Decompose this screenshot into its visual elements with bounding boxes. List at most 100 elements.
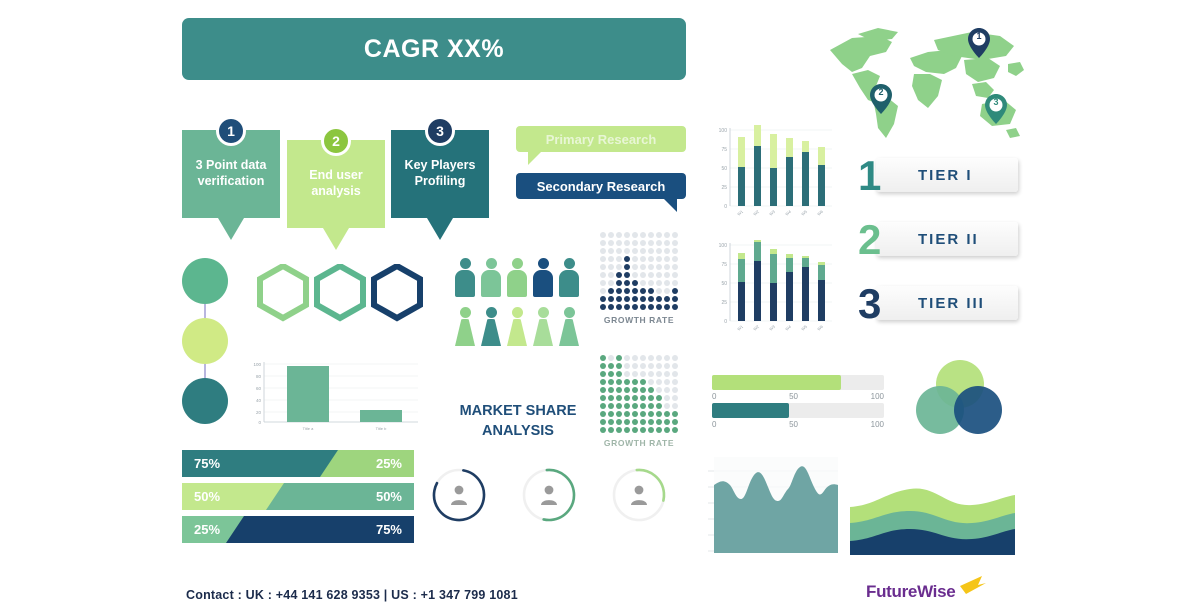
matrix-dot bbox=[656, 355, 662, 361]
svg-text:0: 0 bbox=[724, 204, 727, 210]
matrix-dot bbox=[648, 379, 654, 385]
matrix-dot bbox=[608, 272, 614, 278]
matrix-dot bbox=[616, 419, 622, 425]
svg-text:0: 0 bbox=[258, 420, 261, 425]
matrix-dot bbox=[608, 411, 614, 417]
matrix-dot bbox=[648, 240, 654, 246]
gauge-2 bbox=[520, 466, 578, 529]
matrix-dot bbox=[616, 248, 622, 254]
matrix-dot bbox=[616, 403, 622, 409]
matrix-dot bbox=[624, 288, 630, 294]
matrix-dot bbox=[616, 411, 622, 417]
tier-row-2[interactable]: TIER II 2 bbox=[858, 219, 1018, 262]
matrix-dot bbox=[600, 427, 606, 433]
matrix-dot bbox=[664, 355, 670, 361]
matrix-dot bbox=[656, 363, 662, 369]
map-pin-3[interactable]: 3 bbox=[985, 94, 1007, 129]
matrix-dot bbox=[632, 272, 638, 278]
matrix-dot bbox=[656, 288, 662, 294]
matrix-dot bbox=[672, 264, 678, 270]
matrix-dot bbox=[632, 304, 638, 310]
tier-row-1[interactable]: TIER I 1 bbox=[858, 155, 1018, 198]
progress-slider-1[interactable]: 0 50 100 bbox=[712, 375, 884, 401]
logo-swoosh-icon bbox=[960, 576, 986, 594]
process-badge-3: 3 bbox=[425, 116, 455, 146]
matrix-dot bbox=[616, 427, 622, 433]
svg-text:75: 75 bbox=[721, 262, 727, 268]
dot-matrix-green: GROWTH RATE bbox=[600, 355, 678, 448]
matrix-dot bbox=[640, 395, 646, 401]
venn-circle-2 bbox=[916, 386, 964, 434]
matrix-dot bbox=[600, 248, 606, 254]
dot-matrix-navy: GROWTH RATE bbox=[600, 232, 678, 325]
matrix-dot bbox=[624, 240, 630, 246]
matrix-dot bbox=[672, 256, 678, 262]
matrix-dot bbox=[600, 256, 606, 262]
matrix-dot bbox=[640, 419, 646, 425]
matrix-dot bbox=[672, 240, 678, 246]
matrix-dot bbox=[616, 232, 622, 238]
split-bar-1: 75% 25% bbox=[182, 450, 414, 482]
map-pin-1[interactable]: 1 bbox=[968, 28, 990, 63]
svg-text:100: 100 bbox=[719, 243, 728, 249]
process-bubble-1[interactable]: 1 3 Point data verification bbox=[182, 116, 280, 240]
secondary-research-tag[interactable]: Secondary Research bbox=[516, 173, 686, 212]
matrix-dot bbox=[624, 403, 630, 409]
matrix-dot bbox=[640, 427, 646, 433]
matrix-dot bbox=[632, 395, 638, 401]
matrix-dot bbox=[624, 371, 630, 377]
matrix-dot bbox=[656, 379, 662, 385]
matrix-dot bbox=[624, 264, 630, 270]
matrix-dot bbox=[640, 232, 646, 238]
svg-text:25: 25 bbox=[721, 185, 727, 191]
process-bubble-3[interactable]: 3 Key Players Profiling bbox=[391, 116, 489, 240]
hexagon-3 bbox=[371, 262, 423, 322]
futurewise-logo[interactable]: FutureWise bbox=[866, 576, 986, 602]
circle-node-1[interactable] bbox=[182, 258, 228, 304]
split-bar-1-left-label: 75% bbox=[194, 456, 221, 471]
matrix-dot bbox=[632, 363, 638, 369]
matrix-dot bbox=[600, 419, 606, 425]
matrix-dot bbox=[664, 240, 670, 246]
matrix-dot bbox=[664, 248, 670, 254]
process-bubble-2[interactable]: 2 End user analysis bbox=[287, 126, 385, 250]
primary-research-tag[interactable]: Primary Research bbox=[516, 126, 686, 165]
matrix-dot bbox=[608, 296, 614, 302]
matrix-dot bbox=[656, 248, 662, 254]
matrix-dot bbox=[648, 411, 654, 417]
map-pin-2[interactable]: 2 bbox=[870, 84, 892, 119]
matrix-dot bbox=[608, 240, 614, 246]
slider-2-fill bbox=[712, 403, 790, 418]
svg-text:W3: W3 bbox=[768, 209, 776, 217]
matrix-dot bbox=[616, 371, 622, 377]
matrix-dot bbox=[616, 288, 622, 294]
matrix-dot bbox=[624, 387, 630, 393]
matrix-dot bbox=[616, 379, 622, 385]
gauge-1 bbox=[430, 466, 488, 529]
matrix-dot bbox=[672, 272, 678, 278]
svg-text:75: 75 bbox=[721, 147, 727, 153]
matrix-dot bbox=[600, 403, 606, 409]
matrix-dot bbox=[672, 355, 678, 361]
circle-node-2[interactable] bbox=[182, 318, 228, 364]
matrix-dot bbox=[648, 363, 654, 369]
matrix-dot bbox=[648, 355, 654, 361]
matrix-dot bbox=[624, 280, 630, 286]
tier-row-3[interactable]: TIER III 3 bbox=[858, 283, 1018, 326]
split-bar-3-right-label: 75% bbox=[375, 522, 402, 537]
matrix-dot bbox=[648, 403, 654, 409]
process-badge-1-number: 1 bbox=[227, 123, 235, 139]
person-icon-male-5 bbox=[559, 258, 579, 297]
market-share-title: MARKET SHARE ANALYSIS bbox=[459, 403, 577, 439]
market-share-people bbox=[455, 258, 579, 346]
matrix-dot bbox=[656, 280, 662, 286]
matrix-dot bbox=[624, 379, 630, 385]
circles-column bbox=[182, 258, 228, 424]
matrix-dot bbox=[624, 355, 630, 361]
matrix-dot bbox=[640, 355, 646, 361]
circle-node-3[interactable] bbox=[182, 378, 228, 424]
matrix-dot bbox=[640, 280, 646, 286]
matrix-dot bbox=[672, 280, 678, 286]
progress-slider-2[interactable]: 0 50 100 bbox=[712, 403, 884, 429]
